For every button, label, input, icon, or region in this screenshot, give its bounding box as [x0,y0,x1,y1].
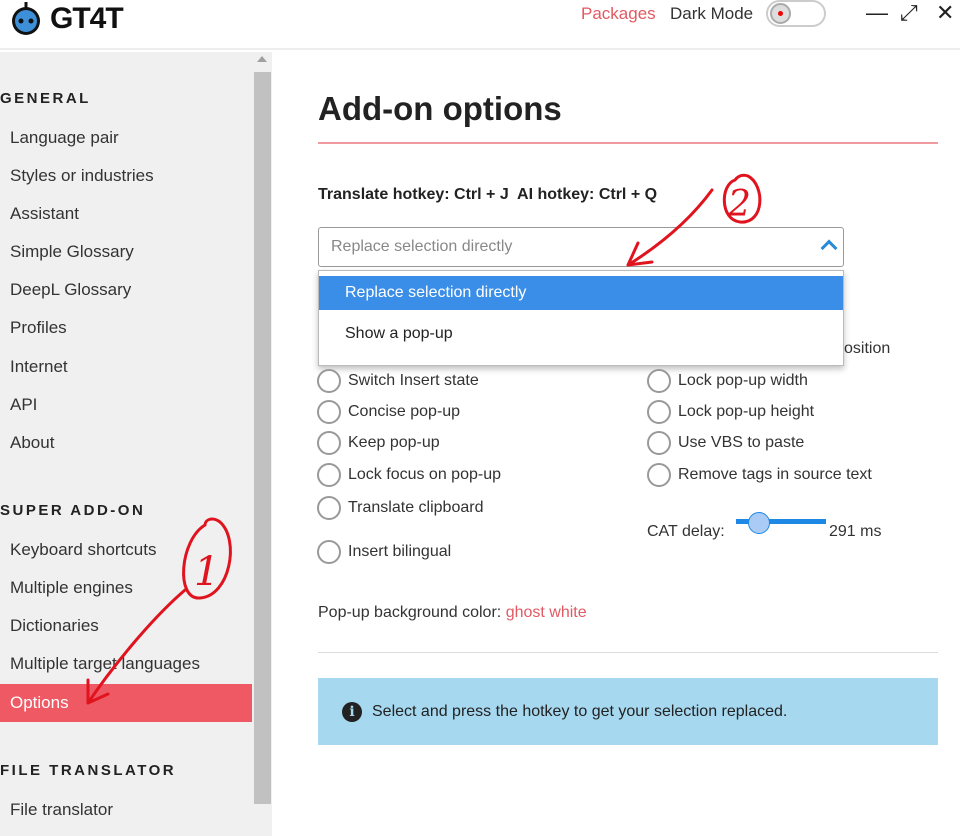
info-icon: i [342,701,362,722]
option-lock-popup-width[interactable]: Lock pop-up width [647,369,808,393]
hotkey-text: Translate hotkey: Ctrl + J AI hotkey: Ct… [318,186,658,203]
sidebar-item-file-translator[interactable]: File translator [10,800,113,819]
packages-link[interactable]: Packages [581,4,656,23]
dark-mode-label: Dark Mode [670,4,754,23]
option-label: Remove tags in source text [678,466,872,483]
radio[interactable] [647,369,671,393]
scrollbar-thumb[interactable] [254,72,271,804]
option-label: Translate clipboard [348,499,484,516]
select-value: Replace selection directly [331,238,513,255]
cat-delay-label: CAT delay: [647,523,725,540]
minimize-icon[interactable]: — [866,0,888,25]
sidebar-item-simple-glossary[interactable]: Simple Glossary [10,242,134,261]
maximize-icon[interactable]: ⤢ [900,0,918,25]
cat-delay-slider[interactable] [736,512,826,534]
robot-logo-icon [12,2,40,35]
radio[interactable] [647,463,671,487]
sidebar-item-internet[interactable]: Internet [10,357,68,376]
option-label: Lock pop-up width [678,372,808,389]
option-label: Switch Insert state [348,372,479,389]
cat-delay-value: 291 ms [829,523,882,540]
app-logo: GT4T [6,2,124,36]
radio[interactable] [647,400,671,424]
hidden-option-label: osition [844,340,891,357]
sidebar-item-multiple-target-languages[interactable]: Multiple target languages [10,654,200,673]
radio[interactable] [317,400,341,424]
option-insert-bilingual[interactable]: Insert bilingual [317,540,451,564]
option-keep-popup[interactable]: Keep pop-up [317,431,440,455]
title-bar: GT4T Packages Dark Mode — ⤢ ✕ [0,0,960,50]
sidebar-item-about[interactable]: About [10,433,55,452]
option-show-popup[interactable]: Show a pop-up [345,325,453,342]
sidebar-item-options[interactable]: Options [0,684,252,722]
radio[interactable] [647,431,671,455]
section-super-add-on: SUPER ADD-ON [0,502,146,519]
hotkey-action-select[interactable]: Replace selection directly [318,227,844,267]
sidebar-item-keyboard-shortcuts[interactable]: Keyboard shortcuts [10,540,157,559]
section-file-translator: FILE TRANSLATOR [0,762,177,779]
select-dropdown: Replace selection directly Show a pop-up [318,270,844,366]
sidebar-item-language-pair[interactable]: Language pair [10,128,119,147]
info-banner: i Select and press the hotkey to get your… [318,678,938,745]
chevron-up-icon[interactable] [820,239,838,257]
scroll-up-icon[interactable] [257,56,267,62]
sidebar-item-dictionaries[interactable]: Dictionaries [10,616,99,635]
option-label: Concise pop-up [348,403,461,420]
radio[interactable] [317,496,341,520]
option-lock-popup-height[interactable]: Lock pop-up height [647,400,814,424]
radio[interactable] [317,431,341,455]
sidebar-item-styles[interactable]: Styles or industries [10,166,154,185]
sidebar-item-multiple-engines[interactable]: Multiple engines [10,578,133,597]
page-title: Add-on options [318,90,562,127]
radio[interactable] [317,369,341,393]
sidebar-item-assistant[interactable]: Assistant [10,204,79,223]
toggle-knob [770,3,791,24]
bg-color-value-link[interactable]: ghost white [505,604,587,621]
sidebar-item-api[interactable]: API [10,395,38,414]
sidebar-scrollbar[interactable] [253,52,272,836]
bg-color-label: Pop-up background color: [318,604,502,621]
option-replace-selection[interactable]: Replace selection directly [319,276,843,310]
option-concise-popup[interactable]: Concise pop-up [317,400,460,424]
option-translate-clipboard[interactable]: Translate clipboard [317,496,483,520]
close-icon[interactable]: ✕ [936,0,955,25]
option-label: Lock pop-up height [678,403,815,420]
title-underline [318,142,938,144]
option-use-vbs[interactable]: Use VBS to paste [647,431,804,455]
option-label: Lock focus on pop-up [348,466,501,483]
option-remove-tags[interactable]: Remove tags in source text [647,463,872,487]
sidebar-item-deepl-glossary[interactable]: DeepL Glossary [10,280,132,299]
divider [318,652,938,653]
sidebar: GENERAL Language pair Styles or industri… [0,52,272,836]
dark-mode-toggle[interactable] [766,0,826,27]
annotation-label-2: 2 [727,184,751,225]
option-label: Insert bilingual [348,543,452,560]
popup-bg-color: Pop-up background color: ghost white [318,604,587,622]
option-switch-insert-state[interactable]: Switch Insert state [317,369,479,393]
app-name: GT4T [50,2,124,35]
slider-thumb[interactable] [748,512,771,534]
radio[interactable] [317,540,341,564]
option-label: Keep pop-up [348,434,440,451]
slider-track [736,519,826,524]
sidebar-item-profiles[interactable]: Profiles [10,318,67,337]
radio[interactable] [317,463,341,487]
option-lock-focus[interactable]: Lock focus on pop-up [317,463,501,487]
option-label: Use VBS to paste [678,434,805,451]
info-text: Select and press the hotkey to get your … [372,702,788,720]
section-general: GENERAL [0,90,91,107]
annotation-circle-2 [722,173,762,224]
